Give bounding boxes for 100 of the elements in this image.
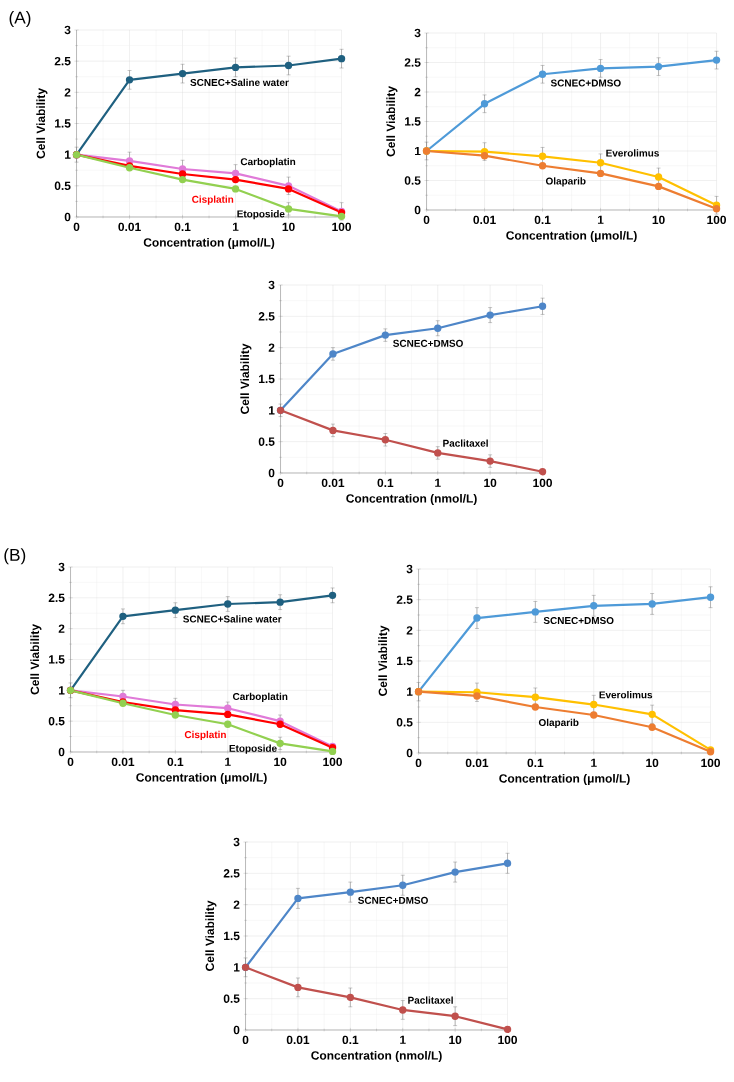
series-label: SCNEC+DMSO bbox=[358, 896, 429, 904]
x-tick-label: 0.01 bbox=[118, 222, 142, 232]
series-label: Everolimus bbox=[599, 691, 653, 699]
y-tick-label: 2 bbox=[58, 624, 65, 633]
x-axis-title: Concentration (nmol/L) bbox=[311, 1050, 442, 1063]
series-label: Olaparib bbox=[539, 718, 579, 729]
y-tick-label: 1.5 bbox=[49, 655, 65, 664]
y-tick-label: 0.5 bbox=[223, 994, 240, 1003]
y-tick-label: 1.5 bbox=[55, 119, 71, 128]
x-axis-title: Concentration (μmol/L) bbox=[144, 237, 275, 250]
y-tick-label: 1 bbox=[415, 146, 421, 156]
y-tick-label: 0 bbox=[414, 205, 421, 215]
x-tick-label: 100 bbox=[533, 478, 553, 488]
x-tick-label: 100 bbox=[323, 757, 343, 767]
y-tick-label: 3 bbox=[268, 280, 275, 290]
y-axis-title: Cell Viability bbox=[378, 625, 390, 696]
series-label: SCNEC+DMSO bbox=[543, 617, 614, 625]
series-label: Everolimus bbox=[606, 149, 660, 157]
y-tick-label: 0.5 bbox=[54, 181, 71, 191]
y-axis-title: Cell Viability bbox=[30, 624, 42, 695]
x-tick-label: 1 bbox=[435, 478, 441, 487]
y-tick-label: 0.5 bbox=[258, 437, 275, 446]
x-axis-title: Concentration (μmol/L) bbox=[499, 773, 630, 786]
series-label: SCNEC+DMSO bbox=[393, 339, 464, 347]
y-tick-label: 2 bbox=[414, 87, 421, 97]
x-tick-label: 0.01 bbox=[322, 478, 345, 488]
y-axis-title: Cell Viability bbox=[205, 900, 217, 971]
x-tick-label: 0 bbox=[423, 215, 430, 225]
y-tick-label: 2 bbox=[268, 343, 275, 352]
x-tick-label: 100 bbox=[701, 758, 721, 768]
y-tick-label: 1 bbox=[234, 963, 240, 972]
y-tick-label: 2.5 bbox=[54, 56, 71, 66]
y-tick-label: 2.5 bbox=[223, 869, 240, 878]
x-tick-label: 0.1 bbox=[534, 215, 551, 225]
x-tick-label: 10 bbox=[646, 758, 659, 768]
x-tick-label: 100 bbox=[707, 215, 727, 225]
series-label: SCNEC+DMSO bbox=[551, 79, 621, 87]
x-tick-label: 0.1 bbox=[167, 757, 184, 767]
y-tick-label: 3 bbox=[406, 564, 413, 574]
y-tick-label: 1 bbox=[269, 406, 275, 415]
series-label: Paclitaxel bbox=[408, 996, 454, 1004]
y-tick-label: 1 bbox=[407, 687, 413, 696]
y-tick-label: 3 bbox=[64, 25, 71, 35]
y-tick-label: 3 bbox=[414, 28, 421, 38]
y-tick-label: 1.5 bbox=[224, 931, 240, 941]
y-tick-label: 2.5 bbox=[404, 58, 421, 67]
y-tick-label: 0.5 bbox=[396, 718, 413, 727]
y-axis-title: Cell Viability bbox=[240, 343, 252, 414]
x-tick-label: 0.1 bbox=[342, 1035, 359, 1045]
y-tick-label: 0.5 bbox=[48, 716, 65, 726]
x-tick-label: 0 bbox=[73, 222, 80, 232]
y-tick-label: 1.5 bbox=[397, 656, 413, 666]
y-tick-label: 2.5 bbox=[48, 593, 65, 603]
x-tick-label: 0 bbox=[277, 478, 284, 488]
text: (A) bbox=[9, 11, 31, 28]
y-tick-label: 0 bbox=[233, 1025, 240, 1035]
series-label: Carboplatin bbox=[233, 692, 288, 703]
x-axis-title: Concentration (μmol/L) bbox=[136, 772, 267, 785]
x-tick-label: 0.01 bbox=[287, 1035, 310, 1045]
x-tick-label: 10 bbox=[449, 1035, 462, 1045]
y-axis-title: Cell Viability bbox=[36, 88, 48, 159]
series-label: Etoposide bbox=[237, 210, 285, 220]
x-tick-label: 0.1 bbox=[377, 478, 394, 488]
x-tick-label: 100 bbox=[498, 1035, 518, 1045]
x-tick-label: 10 bbox=[484, 478, 497, 488]
series-label: Cisplatin bbox=[192, 195, 234, 205]
y-tick-label: 1.5 bbox=[405, 117, 421, 126]
y-tick-label: 1.5 bbox=[259, 374, 275, 384]
y-tick-label: 1 bbox=[59, 686, 65, 695]
y-tick-label: 0 bbox=[58, 747, 65, 757]
text: (B) bbox=[4, 548, 26, 565]
y-tick-label: 2 bbox=[64, 88, 71, 97]
series-label: Cisplatin bbox=[185, 730, 227, 741]
y-tick-label: 2.5 bbox=[396, 595, 413, 604]
series-label: SCNEC+Saline water bbox=[183, 615, 282, 623]
x-tick-label: 0.1 bbox=[527, 758, 544, 768]
x-tick-label: 10 bbox=[652, 215, 665, 225]
x-tick-label: 1 bbox=[598, 215, 604, 224]
x-tick-label: 0 bbox=[242, 1035, 249, 1045]
x-tick-label: 0.01 bbox=[112, 757, 135, 767]
y-tick-label: 0 bbox=[406, 748, 413, 758]
y-tick-label: 2 bbox=[233, 900, 240, 909]
series-label: Olaparib bbox=[546, 177, 586, 187]
x-tick-label: 100 bbox=[332, 222, 352, 232]
x-axis-title: Concentration (nmol/L) bbox=[346, 493, 477, 506]
series-label: Carboplatin bbox=[241, 157, 296, 168]
x-tick-label: 0.1 bbox=[174, 222, 191, 232]
y-tick-label: 1 bbox=[65, 150, 71, 159]
x-tick-label: 1 bbox=[591, 758, 597, 767]
y-axis-title: Cell Viability bbox=[386, 86, 398, 157]
y-tick-label: 0.5 bbox=[404, 176, 421, 185]
y-tick-label: 2 bbox=[406, 626, 413, 635]
y-tick-label: 3 bbox=[233, 837, 240, 847]
series-label: Paclitaxel bbox=[443, 439, 489, 447]
series-label: Etoposide bbox=[229, 744, 277, 754]
x-tick-label: 0.01 bbox=[473, 215, 497, 225]
y-tick-label: 3 bbox=[58, 562, 65, 572]
x-tick-label: 0.01 bbox=[466, 758, 489, 768]
x-tick-label: 10 bbox=[282, 222, 295, 232]
x-tick-label: 10 bbox=[274, 757, 287, 767]
